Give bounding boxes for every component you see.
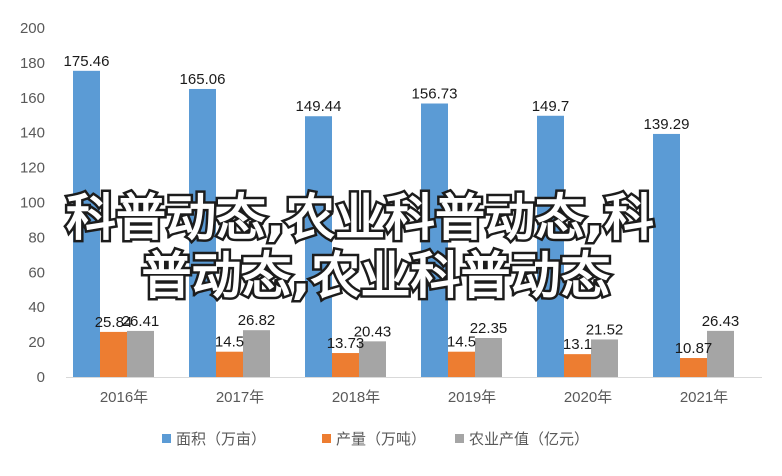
watermark-overlay: 科普动态,农业科普动态,科 普动态,农业科普动态 xyxy=(64,187,657,308)
bar xyxy=(73,70,100,377)
bar xyxy=(243,330,270,377)
y-tick-label: 180 xyxy=(20,55,45,72)
y-tick-label: 200 xyxy=(20,20,45,37)
x-tick-label: 2018年 xyxy=(332,389,380,406)
x-tick-label: 2021年 xyxy=(680,389,728,406)
data-label: 22.35 xyxy=(470,320,508,337)
watermark-line-2: 普动态,农业科普动态 xyxy=(142,247,611,305)
bar xyxy=(680,358,707,377)
bar xyxy=(421,103,448,377)
y-tick-label: 20 xyxy=(28,334,45,351)
bar xyxy=(537,115,564,377)
x-tick-label: 2017年 xyxy=(216,389,264,406)
y-tick-label: 40 xyxy=(28,299,45,316)
bar xyxy=(707,330,734,377)
x-tick-label: 2019年 xyxy=(448,389,496,406)
y-tick-label: 140 xyxy=(20,125,45,142)
data-label: 149.7 xyxy=(532,98,570,115)
data-label: 13.73 xyxy=(327,335,365,352)
data-label: 13.1 xyxy=(563,336,592,353)
legend-label: 产量（万吨） xyxy=(336,431,426,448)
bar xyxy=(189,88,216,377)
bar xyxy=(100,331,127,377)
y-tick-label: 100 xyxy=(20,195,45,212)
bars xyxy=(73,70,734,377)
data-label: 26.82 xyxy=(238,312,276,329)
bar xyxy=(305,116,332,377)
legend-label: 面积（万亩） xyxy=(176,430,266,448)
data-label: 26.43 xyxy=(702,313,740,330)
legend-swatch xyxy=(455,434,464,443)
data-label: 10.87 xyxy=(675,340,713,357)
y-tick-label: 60 xyxy=(28,264,45,281)
data-label: 21.52 xyxy=(586,321,624,338)
data-label: 20.43 xyxy=(354,323,392,340)
bar xyxy=(591,339,618,377)
legend-label: 农业产值（亿元） xyxy=(469,431,589,448)
legend-swatch xyxy=(162,434,171,443)
data-label: 25.84 xyxy=(95,314,133,331)
watermark-line-1: 科普动态,农业科普动态,科 xyxy=(66,189,654,247)
bar xyxy=(564,354,591,377)
x-tick-label: 2016年 xyxy=(100,389,148,406)
bar xyxy=(448,351,475,377)
x-tick-label: 2020年 xyxy=(564,389,612,406)
bar xyxy=(359,341,386,377)
y-tick-label: 80 xyxy=(28,229,45,246)
bar xyxy=(653,133,680,377)
bar xyxy=(475,337,502,377)
data-label: 156.73 xyxy=(412,86,458,103)
x-axis-ticks: 2016年 2017年 2018年 2019年 2020年 2021年 xyxy=(100,389,728,406)
y-tick-label: 0 xyxy=(37,369,45,386)
data-label: 14.5 xyxy=(215,334,244,351)
data-label: 26.41 xyxy=(122,313,160,330)
bar xyxy=(332,353,359,377)
data-label: 149.44 xyxy=(296,98,342,115)
y-tick-label: 160 xyxy=(20,90,45,107)
data-label: 165.06 xyxy=(180,71,226,88)
bar xyxy=(127,330,154,377)
data-label: 139.29 xyxy=(644,116,690,133)
y-tick-label: 120 xyxy=(20,160,45,177)
data-label: 175.46 xyxy=(64,53,110,70)
data-label: 14.5 xyxy=(447,334,476,351)
bar xyxy=(216,351,243,377)
y-axis-ticks: 0 20 40 60 80 100 120 140 160 180 200 xyxy=(20,20,45,386)
legend-swatch xyxy=(322,434,331,443)
data-labels: 175.46 165.06 149.44 156.73 149.7 139.29 25.84… xyxy=(64,53,740,357)
legend: 面积（万亩） 产量（万吨） 农业产值（亿元） xyxy=(162,430,589,448)
